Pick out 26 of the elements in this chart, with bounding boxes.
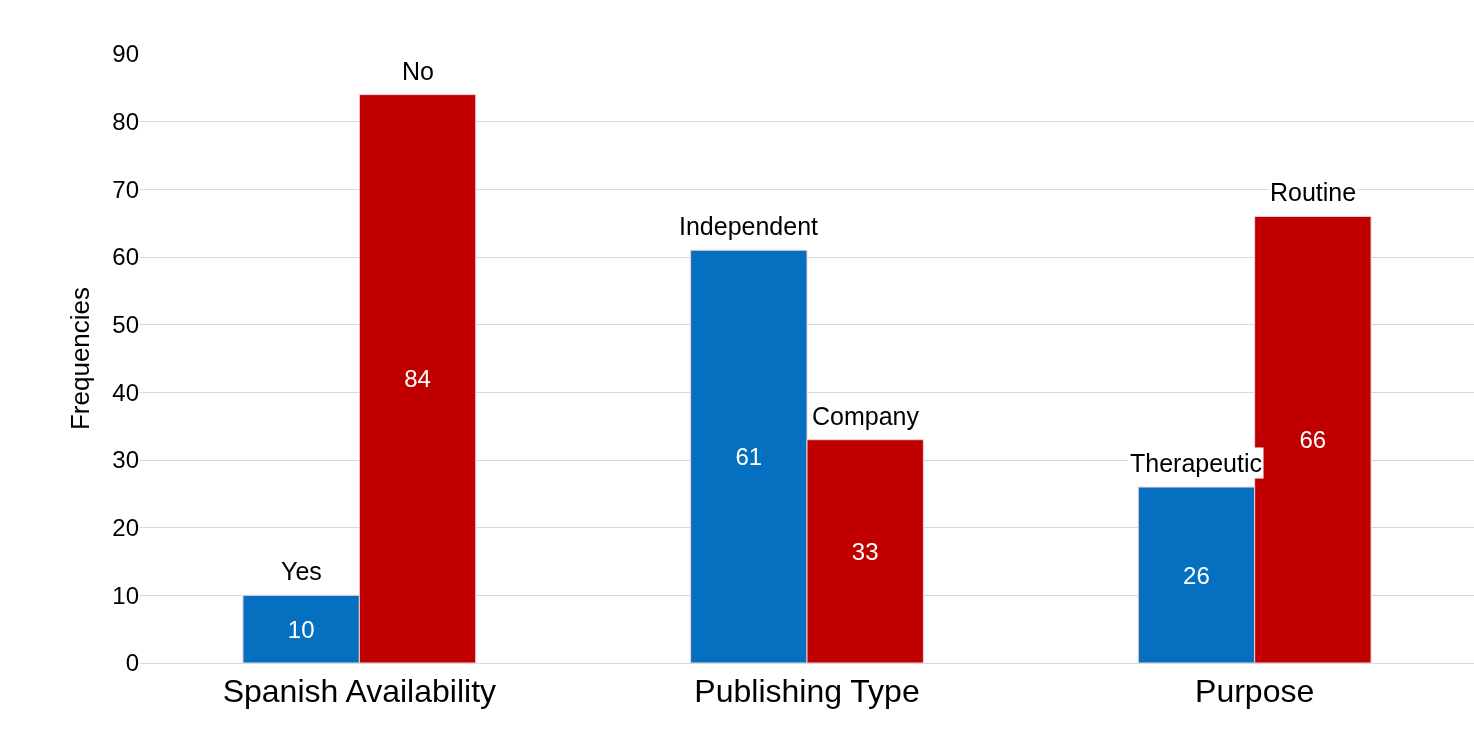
data-label: 10 <box>287 615 315 643</box>
x-tick-label: Spanish Availability <box>222 673 497 710</box>
y-axis-title: Frequencies <box>64 286 95 431</box>
data-label: 33 <box>851 537 879 565</box>
y-tick-label: 0 <box>125 649 139 677</box>
y-tick-label: 30 <box>112 446 139 474</box>
y-tick-label: 10 <box>112 581 139 609</box>
annotation: Independent <box>679 212 819 240</box>
y-tick-label: 20 <box>112 514 139 542</box>
data-label: 26 <box>1183 561 1210 589</box>
y-tick-label: 80 <box>112 108 139 136</box>
y-tick-label: 70 <box>112 175 139 203</box>
x-tick-label: Publishing Type <box>694 673 920 710</box>
data-label: 84 <box>404 365 431 393</box>
annotation: Yes <box>281 557 322 585</box>
y-tick-label: 50 <box>112 311 139 339</box>
annotation: Routine <box>1270 178 1357 206</box>
y-tick-label: 40 <box>112 378 139 406</box>
y-tick-label: 60 <box>112 243 139 271</box>
y-tick-label: 90 <box>112 40 139 68</box>
annotation: No <box>402 57 434 85</box>
annotation: Company <box>812 402 920 430</box>
data-label: 66 <box>1299 426 1327 454</box>
annotation: Therapeutic <box>1130 449 1263 477</box>
data-label: 61 <box>735 443 763 471</box>
x-tick-label: Purpose <box>1195 673 1315 710</box>
